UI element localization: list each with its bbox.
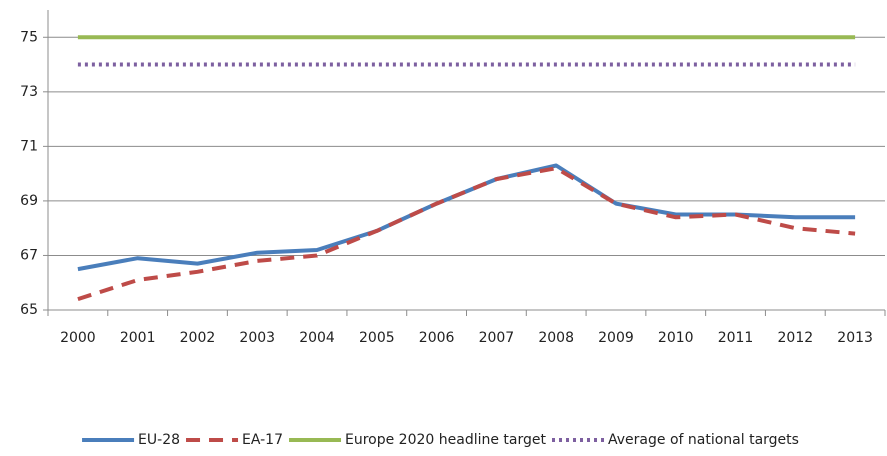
x-tick-label: 2012 bbox=[778, 330, 814, 346]
x-tick-label: 2000 bbox=[60, 330, 96, 346]
x-tick-label: 2002 bbox=[180, 330, 216, 346]
legend-label: EU-28 bbox=[138, 432, 180, 448]
x-tick-label: 2008 bbox=[538, 330, 574, 346]
y-tick-label: 65 bbox=[20, 302, 38, 318]
y-tick-label: 73 bbox=[20, 84, 38, 100]
x-tick-label: 2011 bbox=[718, 330, 754, 346]
x-tick-label: 2001 bbox=[120, 330, 156, 346]
series-line bbox=[77, 166, 856, 302]
x-tick-label: 2003 bbox=[239, 330, 275, 346]
legend-label: Europe 2020 headline target bbox=[345, 432, 547, 448]
y-tick-label: 75 bbox=[20, 29, 38, 45]
x-tick-label: 2013 bbox=[837, 330, 873, 346]
series-line bbox=[77, 163, 856, 272]
legend-label: Average of national targets bbox=[608, 432, 799, 448]
legend-label: EA-17 bbox=[242, 432, 283, 448]
x-tick-label: 2009 bbox=[598, 330, 634, 346]
x-tick-label: 2006 bbox=[419, 330, 455, 346]
x-tick-label: 2010 bbox=[658, 330, 694, 346]
x-tick-label: 2005 bbox=[359, 330, 395, 346]
x-tick-label: 2007 bbox=[479, 330, 515, 346]
x-tick-label: 2004 bbox=[299, 330, 335, 346]
y-tick-label: 69 bbox=[20, 193, 38, 209]
y-tick-label: 67 bbox=[20, 247, 38, 263]
y-tick-label: 71 bbox=[20, 138, 38, 154]
